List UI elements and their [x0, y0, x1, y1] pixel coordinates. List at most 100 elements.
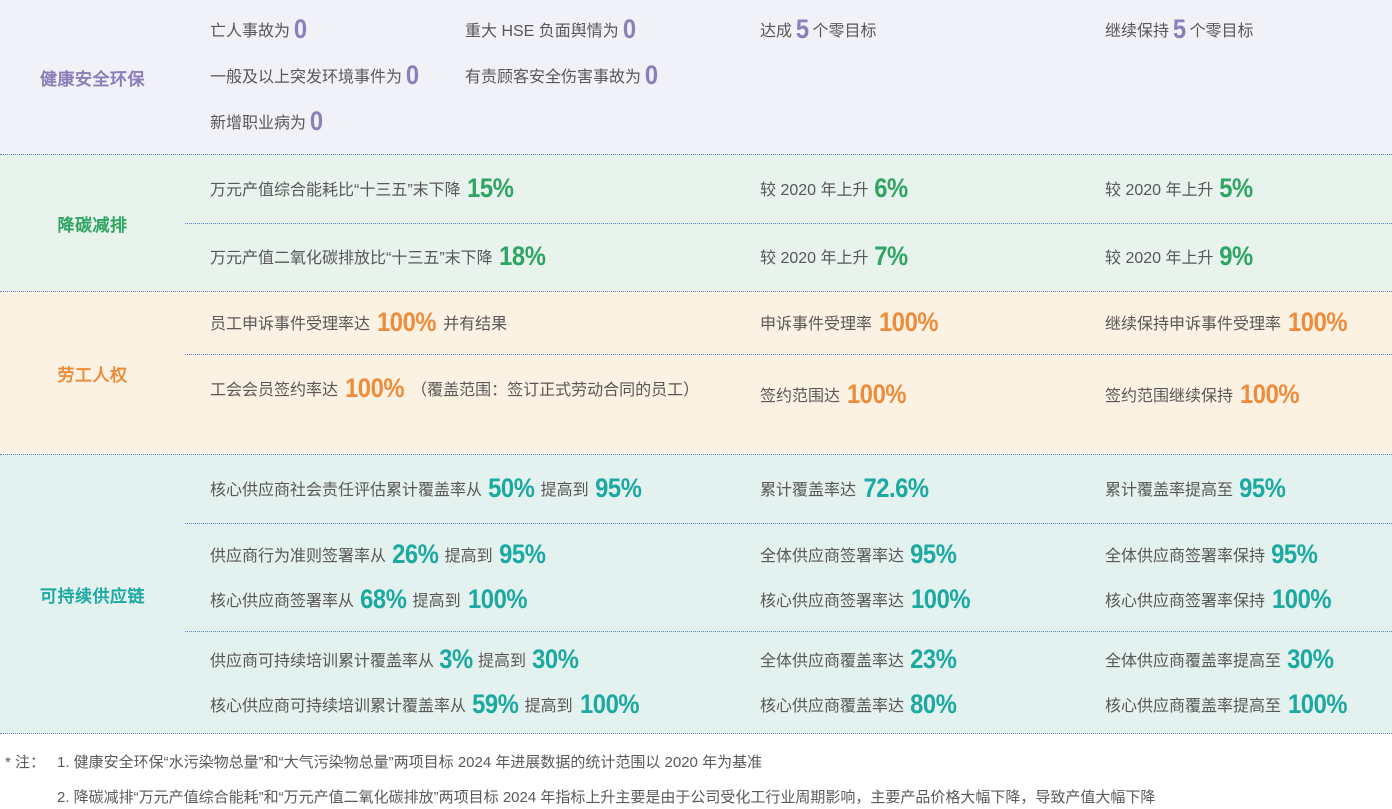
goal-cell: 工会会员签约率达 100% （覆盖范围：签订正式劳动合同的员工）	[185, 355, 735, 454]
metric-text: 核心供应商覆盖率达	[760, 697, 905, 715]
progress-cell: 达成 5 个零目标	[735, 0, 1080, 154]
metric-value: 100%	[879, 306, 939, 337]
esg-goals-table: 健康安全环保 亡人事故为 0 一般及以上突发环境事件为 0 新增职业病为 0 重大 H…	[0, 0, 1392, 734]
footnote-prefix: * 注：	[5, 754, 46, 771]
metric-text: 个零目标	[812, 23, 877, 40]
metric-text: 一般及以上突发环境事件为	[210, 69, 403, 86]
metric-text: 累计覆盖率达	[760, 481, 857, 499]
metric-line: 供应商行为准则签署率从 26% 提高到 95%	[210, 539, 723, 572]
metric-text: 并有结果	[443, 315, 508, 333]
metric-value: 23%	[910, 643, 957, 674]
metric-text: 核心供应商签署率达	[760, 592, 905, 610]
goal-cell: 员工申诉事件受理率达 100% 并有结果	[185, 292, 735, 354]
metric-line: 累计覆盖率达 72.6%	[760, 473, 1068, 506]
metric-value: 0	[293, 14, 307, 44]
metric-line: 签约范围继续保持 100%	[1105, 379, 1380, 412]
footnotes: * 注： 1. 健康安全环保“水污染物总量”和“大气污染物总量”两项目标 202…	[0, 734, 1392, 809]
metric-value: 59%	[472, 688, 519, 719]
metric-line: 工会会员签约率达 100% （覆盖范围：签订正式劳动合同的员工）	[210, 373, 723, 408]
metric-value: 100%	[1240, 379, 1300, 409]
metric-line: 全体供应商覆盖率达 23%	[760, 644, 1068, 677]
goal-cell: 亡人事故为 0 一般及以上突发环境事件为 0 新增职业病为 0 重大 HSE 负面舆情…	[185, 0, 735, 154]
metric-line: 全体供应商签署率达 95%	[760, 539, 1068, 572]
metric-line: 继续保持 5 个零目标	[1105, 14, 1380, 47]
metric-value: 0	[644, 60, 658, 90]
table-row: 万元产值二氧化碳排放比“十三五”末下降 18% 较 2020 年上升 7% 较 20…	[185, 223, 1392, 291]
metric-line: 达成 5 个零目标	[760, 14, 1068, 47]
category-label-labor: 劳工人权	[57, 365, 128, 385]
metric-line: 全体供应商覆盖率提高至 30%	[1105, 644, 1380, 677]
section-hse: 健康安全环保 亡人事故为 0 一般及以上突发环境事件为 0 新增职业病为 0 重大 H…	[0, 0, 1392, 154]
metric-line: 较 2020 年上升 7%	[760, 241, 1068, 274]
progress-cell: 较 2020 年上升 6%	[735, 155, 1080, 223]
metric-line: 累计覆盖率提高至 95%	[1105, 473, 1380, 506]
metric-value: 72.6%	[863, 472, 929, 503]
metric-text: 重大 HSE 负面舆情为	[465, 23, 619, 40]
progress-cell: 较 2020 年上升 7%	[735, 224, 1080, 291]
future-target-cell: 继续保持申诉事件受理率 100%	[1080, 292, 1392, 354]
metric-line: 万元产值综合能耗比“十三五”末下降 15%	[210, 173, 723, 206]
metric-line: 一般及以上突发环境事件为 0	[210, 60, 465, 93]
metric-text: 签约范围达	[760, 388, 841, 405]
metric-line: 有责顾客安全伤害事故为 0	[465, 60, 662, 93]
metric-line: 万元产值二氧化碳排放比“十三五”末下降 18%	[210, 241, 723, 274]
future-target-cell: 签约范围继续保持 100%	[1080, 355, 1392, 454]
metric-text: 万元产值二氧化碳排放比“十三五”末下降	[210, 250, 493, 267]
metric-line: 较 2020 年上升 5%	[1105, 173, 1380, 206]
category-label-supply-chain: 可持续供应链	[40, 586, 145, 606]
metric-text: 员工申诉事件受理率达	[210, 315, 371, 333]
metric-text: 核心供应商覆盖率提高至	[1105, 697, 1282, 715]
goal-cell: 核心供应商社会责任评估累计覆盖率从 50% 提高到 95%	[185, 455, 735, 523]
metric-line: 核心供应商可持续培训累计覆盖率从 59% 提高到 100%	[210, 689, 723, 722]
section-labor: 劳工人权 员工申诉事件受理率达 100% 并有结果 申诉事件受理率 100% 继续保持…	[0, 291, 1392, 454]
metric-value: 3%	[439, 643, 473, 674]
progress-cell: 申诉事件受理率 100%	[735, 292, 1080, 354]
future-target-cell: 继续保持 5 个零目标	[1080, 0, 1392, 154]
metric-text: 提高到	[412, 592, 461, 610]
table-row: 万元产值综合能耗比“十三五”末下降 15% 较 2020 年上升 6% 较 2020…	[185, 155, 1392, 223]
metric-value: 0	[622, 14, 636, 44]
metric-value: 9%	[1218, 241, 1253, 271]
metric-value: 18%	[498, 241, 546, 271]
metric-text: 新增职业病为	[210, 115, 307, 132]
goal-cell: 供应商行为准则签署率从 26% 提高到 95% 核心供应商签署率从 68% 提高到 100%	[185, 524, 735, 631]
category-label-carbon: 降碳减排	[57, 215, 128, 235]
metric-value: 0	[405, 60, 419, 90]
metric-value: 80%	[910, 688, 957, 719]
metric-value: 5	[1172, 14, 1186, 44]
metric-value: 100%	[847, 379, 907, 409]
metric-value: 0	[309, 106, 323, 136]
table-row: 员工申诉事件受理率达 100% 并有结果 申诉事件受理率 100% 继续保持申诉事件受…	[185, 292, 1392, 354]
metric-value: 100%	[911, 583, 971, 614]
metric-value: 100%	[1288, 306, 1348, 337]
metric-line: 供应商可持续培训累计覆盖率从 3% 提高到 30%	[210, 644, 723, 677]
metric-text: 工会会员签约率达	[210, 382, 339, 399]
table-row: 供应商可持续培训累计覆盖率从 3% 提高到 30% 核心供应商可持续培训累计覆盖率从 5…	[185, 631, 1392, 733]
metric-value: 7%	[873, 241, 908, 271]
metric-value: 68%	[360, 583, 407, 614]
metric-value: 95%	[594, 472, 642, 503]
metric-line: 较 2020 年上升 6%	[760, 173, 1068, 206]
metric-text: 累计覆盖率提高至	[1105, 481, 1234, 499]
metric-text: 较 2020 年上升	[760, 250, 869, 267]
metric-text: 全体供应商覆盖率提高至	[1105, 652, 1282, 670]
metric-line: 亡人事故为 0	[210, 14, 465, 47]
progress-cell: 累计覆盖率达 72.6%	[735, 455, 1080, 523]
metric-text: 申诉事件受理率	[760, 315, 873, 333]
metric-line: 核心供应商签署率达 100%	[760, 584, 1068, 617]
metric-text: 提高到	[444, 547, 493, 565]
goal-cell: 供应商可持续培训累计覆盖率从 3% 提高到 30% 核心供应商可持续培训累计覆盖率从 5…	[185, 632, 735, 733]
metric-value: 5	[795, 14, 809, 44]
metric-value: 30%	[532, 643, 579, 674]
metric-value: 100%	[467, 583, 527, 614]
metric-text: 核心供应商签署率保持	[1105, 592, 1266, 610]
metric-text: 继续保持申诉事件受理率	[1105, 315, 1282, 333]
metric-line: 继续保持申诉事件受理率 100%	[1105, 307, 1380, 340]
section-carbon: 降碳减排 万元产值综合能耗比“十三五”末下降 15% 较 2020 年上升 6% 较…	[0, 154, 1392, 291]
metric-text: 提高到	[540, 481, 589, 499]
metric-value: 5%	[1218, 172, 1253, 203]
future-target-cell: 累计覆盖率提高至 95%	[1080, 455, 1392, 523]
metric-value: 30%	[1287, 643, 1334, 674]
metric-text: （覆盖范围：签订正式劳动合同的员工）	[411, 382, 700, 399]
